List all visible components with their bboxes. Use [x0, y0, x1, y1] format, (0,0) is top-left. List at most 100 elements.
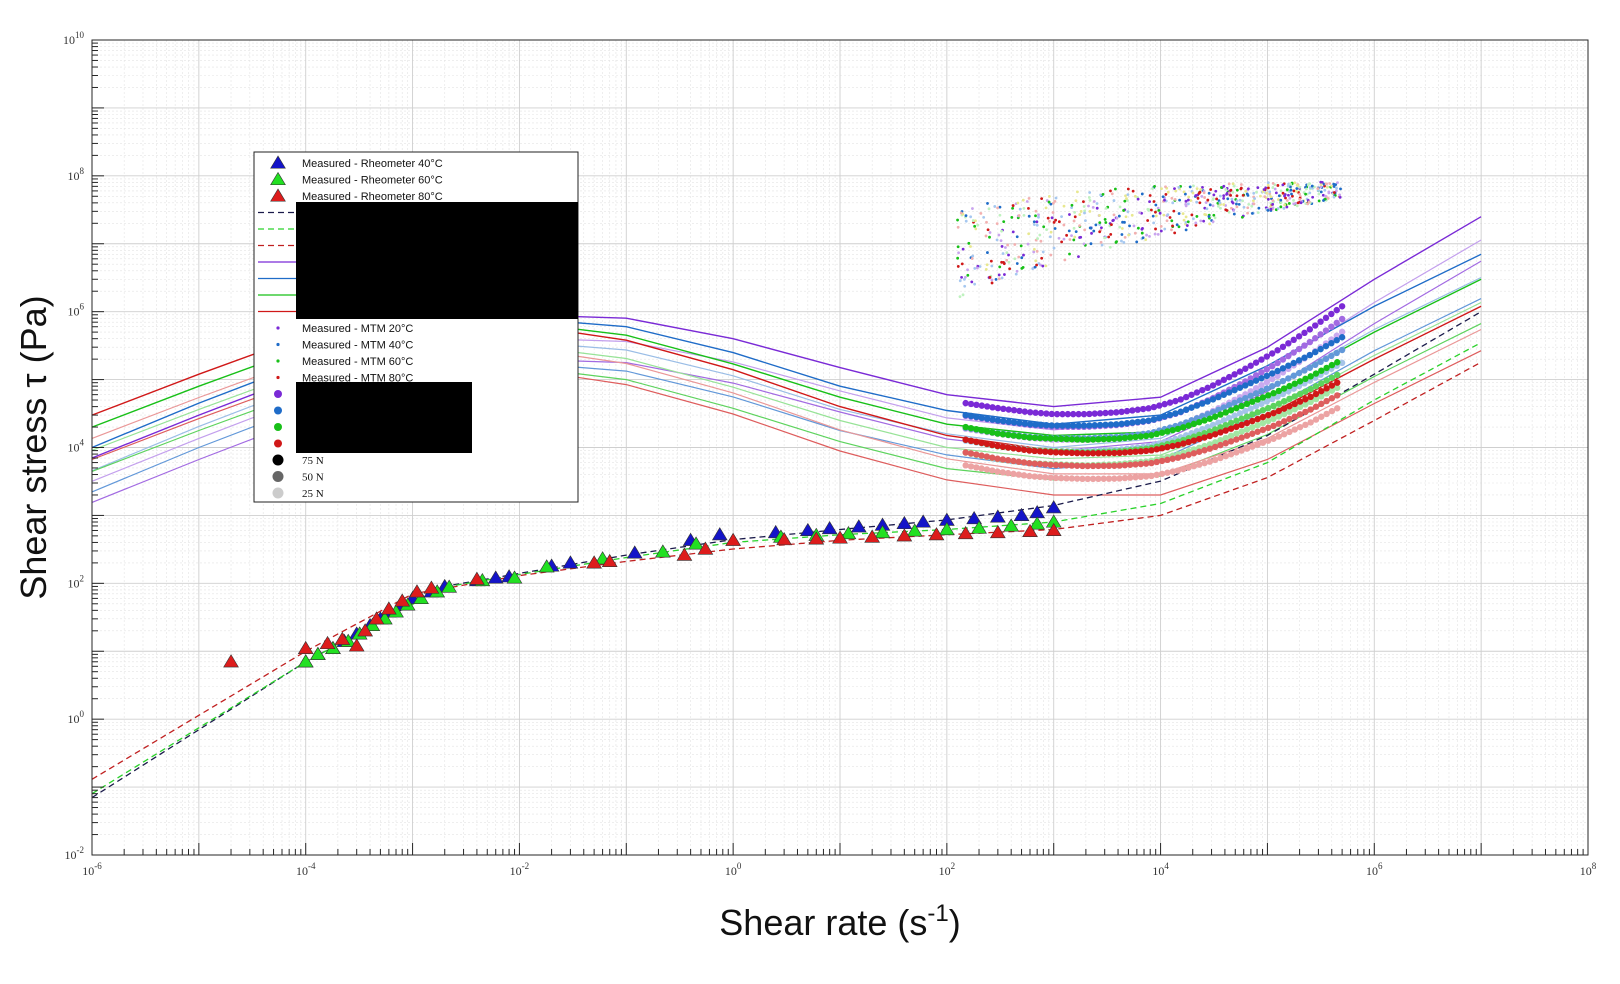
rheometer-point [938, 521, 955, 536]
rheometer-point [423, 580, 440, 594]
rheometer-point [896, 528, 913, 542]
mtm-cloud-point [1191, 217, 1195, 221]
mtm-stribeck-point [1225, 389, 1233, 396]
mtm-stribeck-point [1063, 462, 1070, 469]
mtm-stribeck-point [1249, 411, 1256, 418]
rheometer-point [711, 527, 728, 541]
mtm-cloud-point [1332, 191, 1336, 194]
mtm-stribeck-point [1270, 390, 1277, 397]
mtm-cloud-point [1068, 252, 1071, 256]
mtm-stribeck-point [1211, 426, 1219, 433]
mtm-stribeck-point [1107, 421, 1115, 428]
mtm-cloud-point [970, 280, 974, 284]
mtm-stribeck-point [1322, 314, 1330, 322]
mtm-cloud-point [997, 277, 1001, 281]
mtm-cloud-point [1289, 182, 1293, 186]
mtm-cloud-point [1118, 205, 1122, 209]
mtm-stribeck-point [983, 415, 991, 422]
mtm-stribeck-point [1010, 457, 1017, 465]
mtm-stribeck-point [1258, 400, 1265, 408]
mtm-stribeck-point [1020, 433, 1028, 441]
y-tick-label: 102 [68, 573, 85, 590]
mtm-cloud-point [1166, 213, 1170, 217]
mtm-stribeck-point [999, 443, 1007, 450]
mtm-cloud-point [1039, 239, 1043, 243]
mtm-cloud-point [1135, 240, 1139, 244]
rheometer-point [832, 530, 848, 544]
mtm-stribeck-point [1233, 430, 1240, 437]
x-tick-label: 10-2 [510, 861, 530, 878]
mtm-cloud-point [1156, 206, 1160, 210]
mtm-cloud-point [1025, 200, 1029, 203]
mtm-stribeck-point [1328, 339, 1335, 347]
mtm-stribeck-point [1338, 334, 1346, 341]
mtm-stribeck-point [1338, 359, 1346, 367]
mtm-stribeck-point [1222, 452, 1229, 460]
mtm-stribeck-point [1031, 460, 1038, 467]
mtm-stribeck-point [1307, 419, 1314, 426]
mtm-stribeck-point [1042, 461, 1049, 468]
y-tick-label: 10-2 [65, 845, 85, 862]
mtm-stribeck-point [1233, 404, 1240, 412]
mtm-cloud-point [1045, 228, 1048, 231]
mtm-stribeck-point [1070, 422, 1077, 429]
mtm-stribeck-point [1291, 400, 1298, 408]
mtm-stribeck-point [967, 400, 975, 408]
mtm-cloud-point [1217, 199, 1221, 203]
mtm-stribeck-point [1236, 384, 1244, 391]
mtm-cloud-point [1054, 196, 1058, 200]
mtm-cloud-point [971, 207, 974, 210]
mtm-cloud-point [1324, 182, 1328, 186]
mtm-stribeck-point [1142, 447, 1150, 455]
mtm-cloud-point [1131, 189, 1135, 193]
mtm-cloud-point [1216, 204, 1220, 208]
mtm-cloud-point [1239, 186, 1243, 190]
mtm-stribeck-point [1222, 440, 1229, 447]
mtm-stribeck-point [1059, 410, 1066, 418]
mtm-cloud-point [1004, 246, 1007, 249]
mtm-cloud-point [1276, 207, 1280, 210]
mtm-stribeck-point [994, 468, 1001, 475]
mtm-stribeck-point [1105, 435, 1113, 443]
mtm-cloud-point [1034, 209, 1038, 213]
mtm-cloud-point [969, 215, 973, 219]
rheometer-points [223, 500, 1062, 668]
mtm-cloud-point [1088, 199, 1092, 202]
x-tick-label: 102 [939, 861, 956, 878]
mtm-cloud-point [1035, 220, 1039, 224]
mtm-stribeck-point [1058, 435, 1065, 443]
mtm-stribeck-point [1199, 400, 1206, 407]
mtm-cloud-point [1262, 188, 1266, 191]
mtm-stribeck-point [1217, 411, 1224, 418]
mtm-cloud-point [1235, 202, 1238, 206]
mtm-cloud-point [1213, 216, 1217, 220]
legend-triangle-marker [270, 155, 286, 169]
mtm-cloud-point [1149, 208, 1153, 212]
mtm-stribeck-point [1225, 414, 1233, 422]
mtm-cloud-point [1313, 185, 1316, 189]
mtm-cloud-point [960, 275, 963, 279]
mtm-cloud-point [1034, 259, 1038, 263]
mtm-stribeck-point [1274, 347, 1281, 354]
mtm-cloud-point [1035, 223, 1039, 227]
mtm-stribeck-point [1322, 342, 1330, 350]
mtm-cloud-point [1073, 210, 1077, 214]
mtm-stribeck-point [1010, 445, 1017, 452]
mtm-stribeck-point [1121, 461, 1129, 469]
rheometer-point [989, 509, 1006, 523]
mtm-cloud-point [1332, 195, 1336, 199]
mtm-stribeck-point [983, 440, 991, 448]
mtm-stribeck-point [1190, 450, 1198, 457]
mtm-stribeck-point [1334, 371, 1341, 379]
mtm-cloud-point [1170, 196, 1174, 200]
mtm-stribeck-point [1091, 410, 1098, 417]
mtm-stribeck-point [989, 404, 996, 411]
rheometer-point [776, 532, 793, 546]
rheometer-point [799, 522, 816, 537]
mtm-stribeck-point [1307, 406, 1314, 413]
rheometer-point [821, 520, 838, 535]
mtm-stribeck-point [1334, 405, 1341, 412]
mtm-stribeck-point [1302, 421, 1309, 429]
mtm-stribeck-point [1238, 421, 1245, 429]
mtm-cloud-point [1200, 195, 1204, 198]
